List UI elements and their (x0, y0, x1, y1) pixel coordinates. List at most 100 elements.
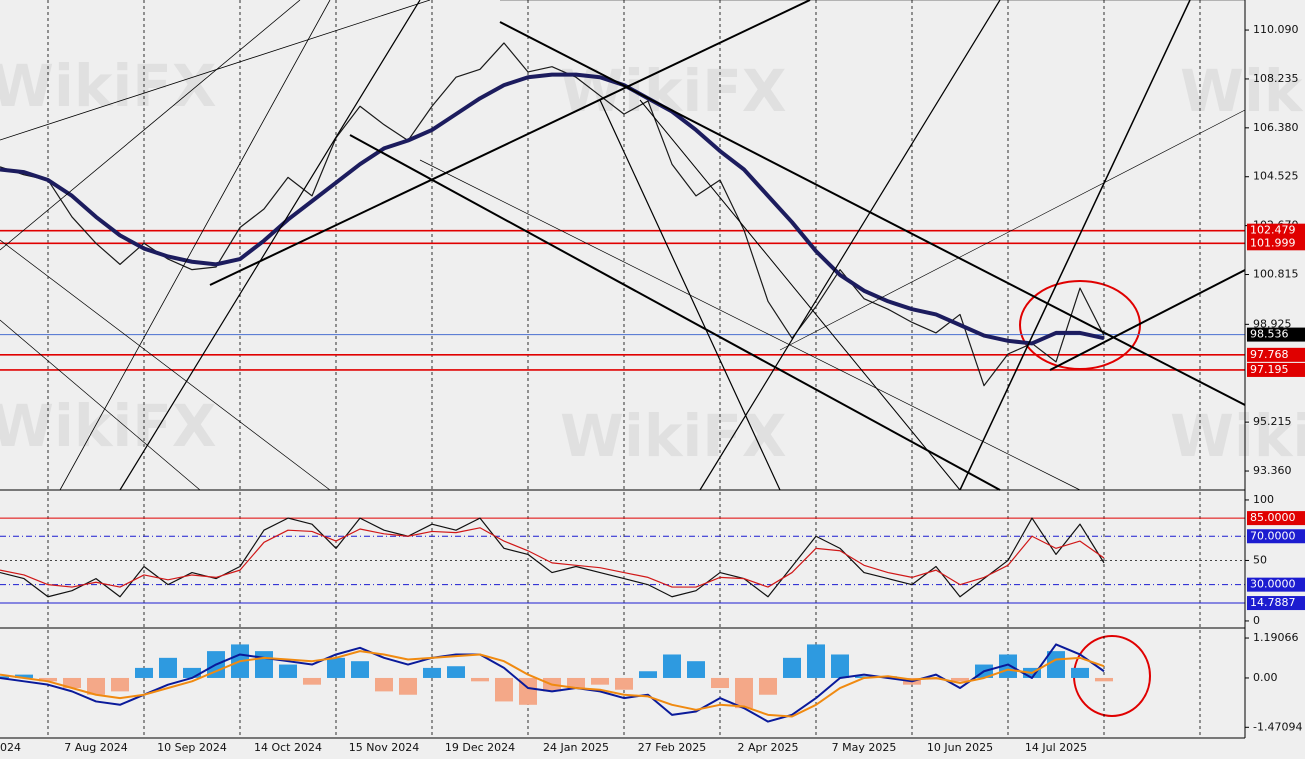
x-tick-label: 10 Sep 2024 (157, 741, 227, 754)
x-tick-label: 7 Aug 2024 (64, 741, 127, 754)
trend-lines (0, 0, 1246, 491)
highlight-ellipse (1019, 280, 1141, 370)
histogram-bar (471, 677, 489, 682)
histogram-bar (351, 661, 369, 678)
histogram-bar (159, 657, 177, 678)
fan-line (779, 109, 1246, 351)
watermark: WikiFX (1170, 402, 1305, 470)
level-label-box (1247, 223, 1305, 238)
level-label-box (1247, 529, 1305, 544)
fan-line (959, 0, 1191, 491)
histogram-bar (951, 677, 969, 682)
level-label: 97.195 (1250, 363, 1289, 376)
level-label: 97.768 (1250, 348, 1289, 361)
histogram-bar (255, 651, 273, 678)
histogram-bar (423, 667, 441, 678)
histogram-bar (759, 677, 777, 695)
fan-line (699, 0, 1001, 491)
histogram-bar (375, 677, 393, 692)
fan-line (639, 99, 961, 491)
channel-line (499, 21, 1246, 406)
level-label: 70.0000 (1250, 529, 1296, 542)
histogram-bar (0, 676, 9, 678)
y-tick-label: 1.19066 (1253, 631, 1299, 644)
level-label: 30.0000 (1250, 578, 1296, 591)
x-tick-label: 14 Oct 2024 (254, 741, 322, 754)
histogram-bar (591, 677, 609, 685)
histogram-bar (135, 667, 153, 678)
series-line (0, 72, 1105, 346)
x-tick-label: 14 Jul 2025 (1025, 741, 1087, 754)
watermark: WikiFX (1180, 57, 1305, 125)
histogram-bar (183, 667, 201, 678)
y-tick-label: -1.47094 (1253, 720, 1302, 733)
histogram-bar (687, 661, 705, 678)
y-tick-label: 93.360 (1253, 464, 1292, 477)
fan-line (59, 0, 331, 491)
histogram-bar (663, 654, 681, 678)
fan-line (0, 0, 301, 251)
series-line (0, 42, 1105, 387)
y-tick-label: 98.925 (1253, 317, 1292, 330)
x-tick-label: 15 Nov 2024 (349, 741, 419, 754)
histogram-bar (807, 644, 825, 678)
level-label: 102.479 (1250, 224, 1296, 237)
x-tick-label: 2 Apr 2025 (737, 741, 798, 754)
fan-line (0, 319, 201, 491)
histogram-bar (399, 677, 417, 695)
y-tick-label: 0.00 (1253, 671, 1278, 684)
channel-line (1049, 269, 1246, 371)
histogram-bar (615, 677, 633, 690)
histogram-bar (711, 677, 729, 689)
y-tick-label: 0 (1253, 614, 1260, 627)
histogram-bar (327, 657, 345, 678)
y-tick-label: 108.235 (1253, 72, 1299, 85)
histogram-bar (495, 677, 513, 702)
panel-frames (0, 0, 1246, 739)
y-tick-label: 100.815 (1253, 268, 1299, 281)
level-label: 85.0000 (1250, 511, 1296, 524)
x-tick-label: 19 Dec 2024 (445, 741, 515, 754)
y-tick-label: 95.215 (1253, 415, 1292, 428)
histogram-bar (1047, 651, 1065, 678)
watermarks: WikiFX WikiFX WikiFX WikiFX WikiFX WikiF… (0, 52, 1305, 470)
series-line (0, 650, 1105, 718)
level-label-box (1247, 347, 1305, 362)
histogram-bar (1071, 667, 1089, 678)
fan-line (119, 0, 421, 491)
histogram-bar (735, 677, 753, 709)
fan-line (0, 0, 431, 141)
histogram-bar (279, 664, 297, 678)
histogram-bar (87, 677, 105, 695)
watermark: WikiFX (0, 392, 217, 460)
histogram-bar (783, 657, 801, 678)
level-label-box (1247, 327, 1305, 342)
channel-line (349, 134, 1001, 491)
x-tick-label: 024 (0, 741, 21, 754)
histogram-bar (303, 677, 321, 685)
histogram-bar (63, 677, 81, 689)
level-label: 101.999 (1250, 236, 1296, 249)
histogram-bar (1095, 677, 1113, 682)
y-tick-label: 100 (1253, 493, 1274, 506)
x-tick-label: 27 Feb 2025 (638, 741, 706, 754)
histogram-bar (447, 666, 465, 678)
channel-line (209, 0, 811, 286)
level-label-box (1247, 596, 1305, 611)
level-label-box (1247, 511, 1305, 526)
y-tick-label: 104.525 (1253, 170, 1299, 183)
y-tick-label: 106.380 (1253, 121, 1299, 134)
fan-line (419, 159, 1081, 491)
x-tick-label: 7 May 2025 (832, 741, 897, 754)
series-line (0, 527, 1105, 588)
histogram-bar (39, 677, 57, 682)
x-tick-label: 10 Jun 2025 (927, 741, 993, 754)
histogram-bar (111, 677, 129, 692)
level-label-box (1247, 236, 1305, 251)
fan-line (0, 239, 331, 491)
level-label: 98.536 (1250, 328, 1289, 341)
histogram-bar (639, 671, 657, 678)
histogram-bar (567, 677, 585, 689)
